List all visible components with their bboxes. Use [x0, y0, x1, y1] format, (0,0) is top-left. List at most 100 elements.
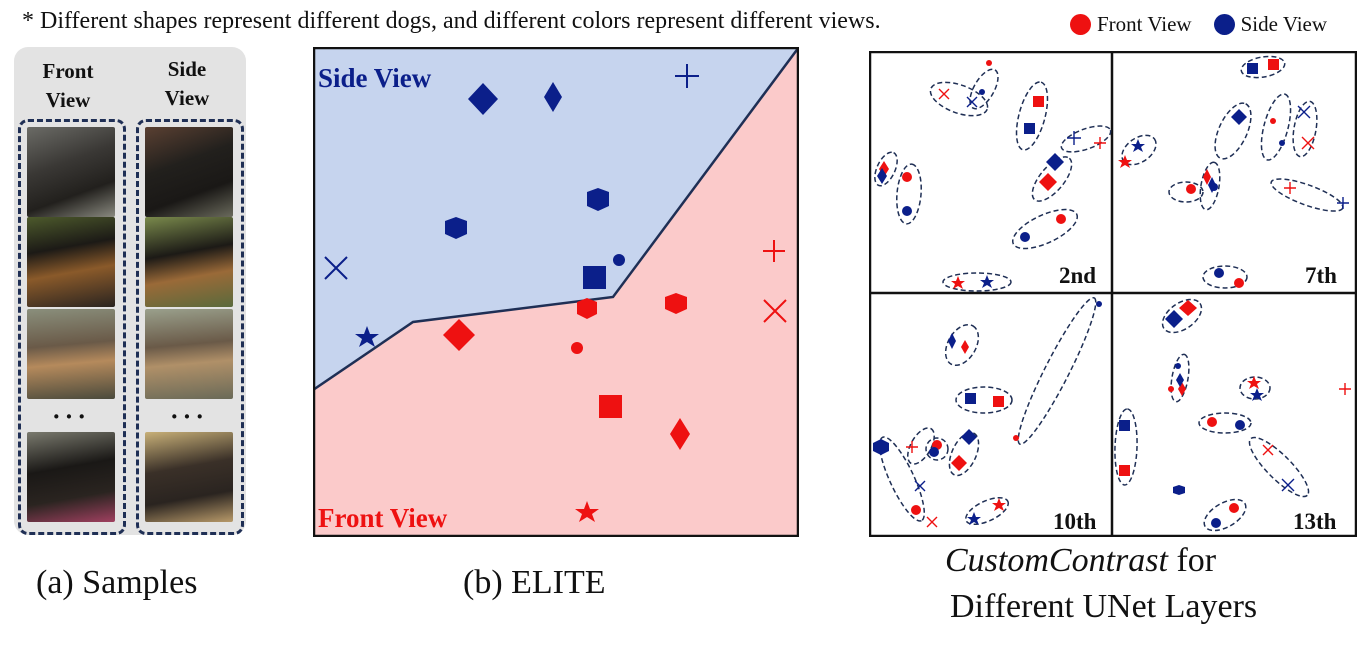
side-dog-photo-2 — [145, 217, 233, 307]
cluster-ellipse — [1060, 125, 1112, 153]
decision-boundary — [313, 47, 799, 392]
front-star-marker — [951, 276, 965, 289]
cluster-ellipse — [878, 436, 926, 522]
cluster-ellipse — [1202, 265, 1248, 289]
legend: Front View Side View — [1070, 12, 1327, 37]
side-hexagon-point-2 — [445, 217, 467, 239]
side-star-point — [355, 326, 379, 347]
cluster-ellipse — [1248, 436, 1310, 498]
side-view-region — [313, 47, 799, 390]
side-dog-photo-4 — [145, 432, 233, 522]
customcontrast-caption-line2: Different UNet Layers — [950, 588, 1258, 625]
front-plus-marker — [1284, 182, 1296, 194]
front-view-legend-label: Front View — [1097, 12, 1192, 36]
layer-label-7th: 7th — [1305, 263, 1337, 288]
front-star-marker — [992, 498, 1006, 511]
side-ellipsis: ··· — [170, 402, 209, 431]
side-star-marker — [1131, 139, 1145, 152]
cluster-ellipse — [1203, 498, 1247, 532]
side-dog-photo-1 — [145, 127, 233, 217]
front-dog-photo-2 — [27, 217, 115, 307]
elite-plot: Side View Front View — [313, 47, 799, 537]
front-view-region-label: Front View — [318, 503, 448, 533]
cluster-ellipse — [1240, 55, 1286, 79]
elite-caption: (b) ELITE — [463, 564, 606, 601]
side-thin-diamond-point — [544, 82, 562, 112]
front-view-header: Front View — [42, 59, 94, 112]
customcontrast-plot: 2nd 7th 10th 13th — [869, 51, 1357, 537]
front-star-point — [575, 501, 599, 522]
front-ellipsis: ··· — [52, 402, 91, 431]
front-star-marker — [1118, 155, 1132, 168]
cluster-ellipse — [942, 272, 1012, 292]
front-plus-marker — [1339, 383, 1351, 395]
cluster-ellipse — [929, 81, 989, 117]
samples-panel: Front View Side View ··· ··· — [14, 47, 246, 535]
samples-caption: (a) Samples — [36, 564, 198, 601]
layer-label-10th: 10th — [1053, 509, 1097, 534]
cluster-ellipse — [1260, 93, 1292, 161]
side-cross-marker — [1281, 478, 1295, 492]
front-view-legend-dot — [1070, 14, 1091, 35]
front-cross-marker — [1301, 136, 1315, 150]
side-view-markers — [873, 63, 1285, 528]
layer-label-13th: 13th — [1293, 509, 1337, 534]
front-plus-marker — [1094, 137, 1106, 149]
side-view-region-label: Side View — [318, 63, 432, 93]
front-thin-diamond-point — [670, 418, 690, 450]
front-circle-point — [571, 342, 583, 354]
cluster-ellipse — [964, 496, 1010, 526]
cluster-ellipse — [1015, 81, 1049, 151]
front-diamond-point — [443, 319, 475, 351]
front-square-point — [599, 395, 622, 418]
side-view-legend-dot — [1213, 14, 1235, 35]
cluster-ellipse — [1161, 298, 1203, 334]
front-dog-photo-4 — [27, 432, 115, 522]
front-hexagon-point — [665, 293, 687, 314]
cluster-ellipse — [1270, 178, 1344, 212]
side-cross-marker — [914, 480, 926, 492]
side-view-legend-label: Side View — [1240, 12, 1328, 36]
front-dog-photo-3 — [27, 309, 115, 399]
figure-note: * Different shapes represent different d… — [22, 8, 881, 34]
front-dog-photo-1 — [27, 127, 115, 217]
layer-label-2nd: 2nd — [1059, 263, 1096, 288]
side-plus-marker — [1337, 197, 1349, 209]
cluster-ellipse — [1199, 161, 1221, 211]
cluster-ellipse — [925, 437, 949, 461]
side-square-point — [583, 266, 606, 289]
front-hexagon-point-2 — [577, 298, 597, 319]
side-circle-point — [613, 254, 625, 266]
front-view-sample-column — [18, 119, 126, 535]
caption-for: for — [1167, 542, 1217, 579]
cluster-ellipse — [896, 163, 922, 225]
cluster-ellipse — [969, 68, 999, 110]
cluster-ellipse — [1114, 408, 1138, 486]
side-star-marker — [980, 275, 994, 288]
front-view-markers — [879, 59, 1279, 515]
side-cross-marker — [966, 96, 978, 108]
front-star-marker — [1247, 376, 1261, 389]
cluster-ellipse — [1198, 412, 1252, 434]
cluster-ellipse — [1292, 100, 1318, 158]
method-name: CustomContrast — [945, 542, 1168, 579]
cluster-ellipse — [948, 431, 980, 477]
front-plus-marker — [906, 441, 918, 453]
side-diamond-point — [468, 83, 498, 115]
cluster-ellipse — [1214, 102, 1252, 160]
cluster-ellipse — [944, 323, 980, 367]
cluster-ellipse — [1011, 208, 1079, 250]
front-cross-marker — [926, 516, 938, 528]
cluster-ellipse — [955, 386, 1013, 414]
side-dog-photo-3 — [145, 309, 233, 399]
cluster-ellipse — [1170, 353, 1190, 403]
side-plus-point — [675, 64, 699, 88]
front-plus-point — [763, 240, 785, 262]
front-view-region — [313, 47, 799, 537]
customcontrast-caption-line1: CustomContrast for — [945, 542, 1216, 580]
side-hexagon-point — [587, 188, 609, 211]
front-cross-marker — [938, 88, 950, 100]
front-cross-marker — [1262, 444, 1274, 456]
side-cross-marker — [1297, 105, 1311, 119]
side-cross-point — [324, 256, 348, 280]
